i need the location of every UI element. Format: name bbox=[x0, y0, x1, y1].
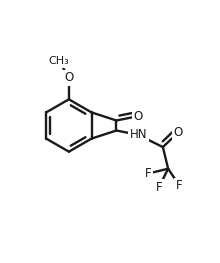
Text: CH₃: CH₃ bbox=[49, 56, 70, 66]
Text: F: F bbox=[145, 167, 152, 180]
Text: O: O bbox=[174, 126, 183, 139]
Text: HN: HN bbox=[130, 128, 147, 141]
Text: O: O bbox=[134, 110, 143, 123]
Text: F: F bbox=[176, 179, 183, 192]
Text: F: F bbox=[156, 180, 162, 194]
Text: O: O bbox=[64, 71, 73, 84]
